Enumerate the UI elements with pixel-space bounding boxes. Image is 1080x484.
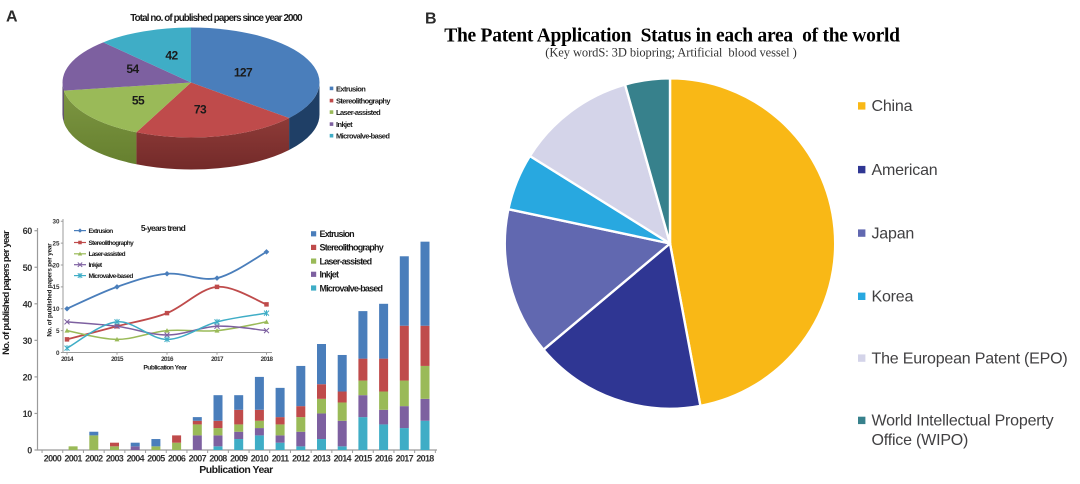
svg-text:2014: 2014 [61, 356, 74, 363]
svg-text:Publication Year: Publication Year [143, 365, 187, 372]
svg-text:2002: 2002 [85, 454, 103, 464]
svg-text:2012: 2012 [292, 454, 310, 464]
svg-text:Microvalve-based: Microvalve-based [320, 283, 383, 293]
svg-text:60: 60 [23, 226, 33, 236]
svg-text:Japan: Japan [872, 225, 915, 242]
svg-text:2000: 2000 [44, 454, 62, 464]
svg-text:2018: 2018 [261, 356, 274, 363]
svg-text:2006: 2006 [168, 454, 186, 464]
svg-text:0: 0 [56, 350, 60, 357]
svg-text:2017: 2017 [211, 356, 224, 363]
svg-text:20: 20 [23, 372, 33, 382]
svg-text:2008: 2008 [209, 454, 227, 464]
svg-text:Extrusion: Extrusion [320, 229, 355, 239]
svg-text:Laser-assisted: Laser-assisted [89, 251, 126, 258]
svg-text:30: 30 [52, 219, 60, 226]
svg-text:2003: 2003 [106, 454, 124, 464]
svg-text:2004: 2004 [127, 454, 145, 464]
svg-text:54: 54 [126, 62, 139, 76]
svg-text:A: A [6, 9, 18, 26]
svg-text:20: 20 [52, 262, 60, 269]
svg-text:2015: 2015 [354, 454, 372, 464]
svg-text:25: 25 [52, 240, 60, 247]
svg-text:Stereolithography: Stereolithography [336, 97, 391, 106]
svg-text:2009: 2009 [230, 454, 248, 464]
svg-text:Stereolithography: Stereolithography [320, 243, 384, 253]
svg-text:0: 0 [27, 446, 32, 456]
svg-text:B: B [425, 10, 437, 27]
svg-text:Microvalve-based: Microvalve-based [336, 132, 390, 141]
svg-text:40: 40 [23, 299, 33, 309]
svg-text:Laser-assisted: Laser-assisted [320, 256, 372, 266]
svg-text:Publication Year: Publication Year [199, 464, 273, 476]
svg-text:2016: 2016 [161, 356, 174, 363]
svg-text:Office (WIPO): Office (WIPO) [872, 432, 969, 449]
svg-text:2005: 2005 [147, 454, 165, 464]
svg-text:10: 10 [23, 409, 33, 419]
svg-text:No. of published papers per ye: No. of published papers per year [1, 230, 12, 355]
svg-text:5-years trend: 5-years trend [141, 223, 186, 233]
svg-text:2017: 2017 [396, 454, 414, 464]
svg-text:42: 42 [165, 49, 178, 63]
svg-text:2007: 2007 [189, 454, 207, 464]
svg-text:2010: 2010 [251, 454, 269, 464]
svg-text:10: 10 [52, 306, 60, 313]
svg-text:Extrusion: Extrusion [89, 228, 114, 235]
svg-text:Inkjet: Inkjet [336, 120, 353, 129]
svg-text:73: 73 [194, 103, 207, 117]
svg-text:(Key wordS: 3D biopring; Artif: (Key wordS: 3D biopring; Artificial bloo… [545, 46, 796, 60]
svg-text:2018: 2018 [416, 454, 434, 464]
svg-text:127: 127 [234, 66, 253, 80]
svg-text:Inkjet: Inkjet [320, 270, 340, 280]
svg-text:Total no. of published papers: Total no. of published papers since year… [130, 13, 303, 24]
svg-text:World Intellectual Property: World Intellectual Property [872, 413, 1054, 430]
svg-text:American: American [872, 162, 938, 179]
svg-text:30: 30 [23, 336, 33, 346]
svg-text:No. of published papers per ye: No. of published papers per year [47, 243, 54, 337]
svg-text:2011: 2011 [272, 454, 289, 464]
svg-text:The European Patent (EPO): The European Patent (EPO) [872, 350, 1068, 367]
svg-text:Extrusion: Extrusion [336, 84, 366, 93]
svg-text:2001: 2001 [64, 454, 82, 464]
svg-text:2014: 2014 [334, 454, 352, 464]
svg-text:5: 5 [56, 328, 60, 335]
svg-text:50: 50 [23, 263, 33, 273]
svg-text:China: China [872, 98, 913, 115]
svg-text:Stereolithography: Stereolithography [89, 240, 135, 247]
svg-text:Microvalve-based: Microvalve-based [89, 273, 134, 280]
svg-text:Laser-assisted: Laser-assisted [336, 108, 381, 117]
svg-text:2015: 2015 [111, 356, 124, 363]
svg-text:15: 15 [52, 284, 60, 291]
svg-text:Korea: Korea [872, 289, 914, 306]
svg-text:The Patent Application Status: The Patent Application Status in each ar… [444, 26, 900, 47]
svg-text:55: 55 [132, 94, 145, 108]
svg-text:2013: 2013 [313, 454, 331, 464]
svg-text:Inkjet: Inkjet [89, 262, 104, 269]
svg-text:2016: 2016 [375, 454, 393, 464]
